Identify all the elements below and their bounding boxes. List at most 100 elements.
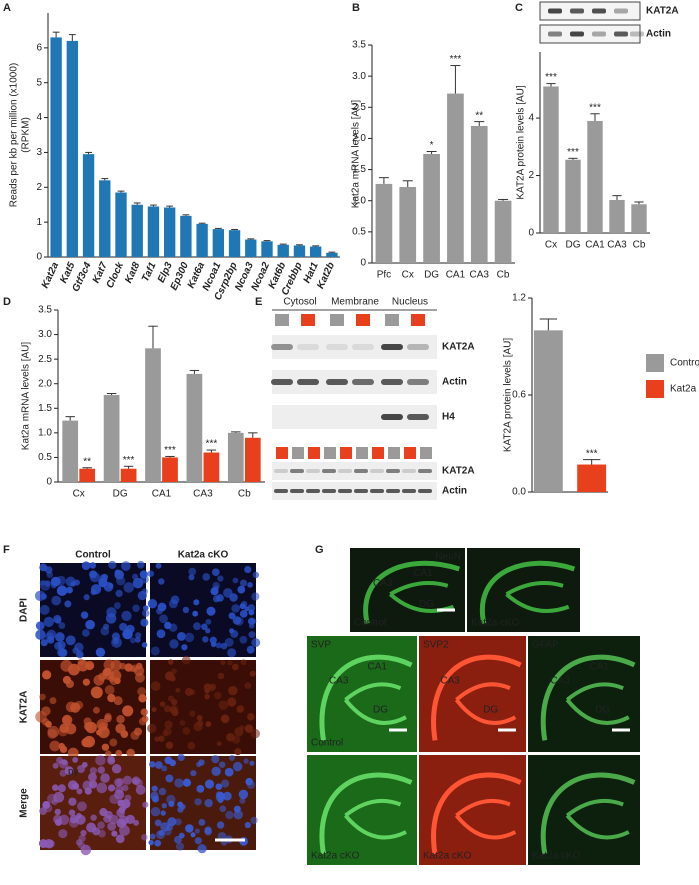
cell [243, 758, 249, 764]
fraction-label: Membrane [331, 297, 379, 308]
genotype-box [356, 314, 370, 326]
cell [226, 732, 235, 742]
cell [135, 784, 146, 795]
cell [56, 575, 66, 586]
cell [39, 604, 50, 615]
cell [136, 560, 145, 569]
blot-band [274, 469, 288, 473]
hippocampus [363, 560, 461, 625]
cell [238, 789, 249, 800]
cell [168, 674, 176, 682]
cell [111, 632, 120, 641]
blot-band [407, 414, 429, 420]
y-tick-label: 1.5 [352, 164, 366, 175]
cell [217, 672, 225, 680]
panel-letter: B [352, 2, 360, 14]
blot-band [614, 8, 628, 14]
region-label: DG [483, 704, 498, 715]
bar [212, 229, 225, 257]
cell [57, 784, 66, 793]
cell [149, 833, 156, 840]
cell [154, 761, 163, 769]
cell [151, 707, 157, 713]
blot-band [402, 469, 416, 473]
cell [234, 748, 242, 756]
cell [115, 576, 126, 586]
blot-band [306, 489, 320, 493]
cell [108, 560, 117, 569]
significance: *** [567, 147, 579, 158]
dentate-gyrus [454, 682, 517, 725]
blot [539, 24, 641, 44]
bar [293, 245, 306, 257]
cell [233, 810, 243, 820]
cell [190, 832, 196, 838]
significance: *** [206, 439, 218, 450]
y-tick-label: 0.5 [38, 452, 52, 463]
cell [141, 609, 150, 617]
bar [565, 159, 581, 233]
panel-letter: E [255, 296, 262, 308]
genotype-box [292, 447, 304, 459]
cell [58, 814, 70, 825]
blot-band [418, 489, 432, 493]
cell [196, 720, 204, 727]
legend-swatch [646, 380, 664, 398]
cell [90, 814, 97, 821]
cell [112, 638, 119, 645]
region-label: DG [373, 704, 388, 715]
cell [119, 622, 128, 632]
y-tick-label: 1.5 [38, 403, 52, 414]
y-tick-label: 2 [528, 170, 534, 181]
cell [84, 739, 92, 747]
cell [247, 713, 255, 721]
cell [55, 632, 65, 642]
blot-band [290, 489, 304, 493]
cell [158, 830, 165, 836]
cell [56, 585, 68, 596]
cell [78, 834, 86, 842]
cell [140, 618, 149, 627]
cell [239, 603, 246, 610]
y-tick-label: 0 [360, 258, 366, 269]
cell [67, 780, 78, 790]
x-tick-label: DG [566, 240, 581, 251]
cell [67, 747, 79, 759]
x-tick-label: Cb [497, 270, 510, 281]
cell [197, 844, 207, 854]
significance: *** [589, 102, 601, 113]
cell [61, 714, 73, 726]
genotype-box [301, 314, 315, 326]
cell [53, 791, 65, 803]
cell [142, 605, 149, 611]
cell [107, 693, 116, 703]
bar [103, 395, 120, 482]
cell [181, 644, 188, 651]
cell [40, 639, 48, 647]
cell [133, 819, 140, 826]
blot-band [386, 469, 400, 473]
cell [141, 833, 148, 841]
cell [95, 647, 106, 658]
genotype-box [372, 447, 384, 459]
genotype-box [308, 447, 320, 459]
cell [154, 839, 162, 847]
significance: *** [164, 445, 176, 456]
cell [205, 721, 212, 728]
cell [111, 764, 122, 774]
bar [277, 244, 289, 257]
cell [247, 582, 253, 588]
cell [125, 624, 135, 634]
cell [250, 816, 258, 825]
y-axis-label: Kat2a mRNA levels [AU] [351, 100, 362, 209]
cell [203, 683, 212, 692]
bar [99, 180, 111, 257]
cell [194, 798, 202, 806]
x-tick-label: Cb [633, 240, 646, 251]
cell [133, 665, 145, 677]
x-tick-label: Cx [545, 240, 557, 251]
cell [178, 832, 185, 839]
blot-band [271, 379, 293, 385]
bar [326, 252, 338, 257]
cell [155, 562, 162, 569]
